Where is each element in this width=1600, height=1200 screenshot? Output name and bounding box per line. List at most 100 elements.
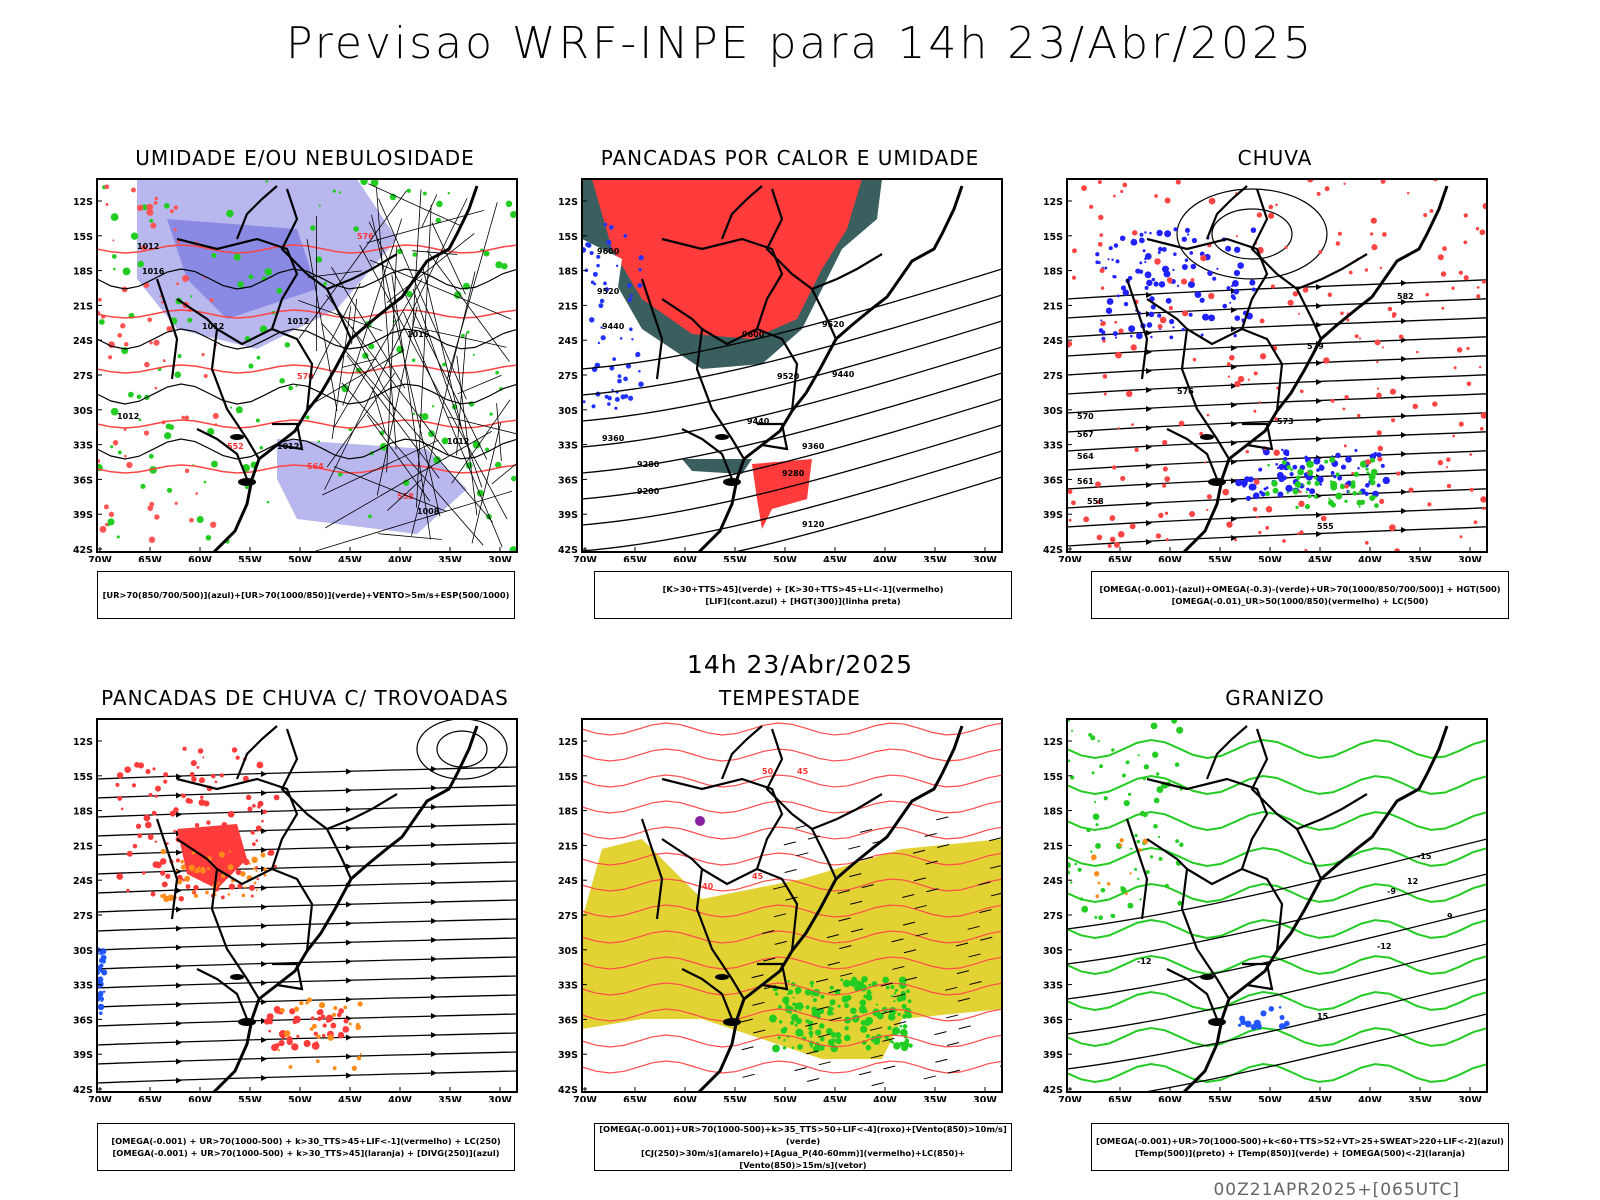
precip-area-red	[1081, 185, 1087, 192]
omega-area-green	[1374, 503, 1379, 508]
wind-vector	[955, 942, 969, 947]
storm-cell-red	[198, 860, 205, 867]
wind-vector	[870, 1054, 883, 1059]
wind-vector	[411, 189, 422, 335]
precip-area-red	[1098, 214, 1104, 221]
lat-tick-label: 27S	[558, 911, 578, 922]
wind-vector	[447, 416, 517, 435]
omega-area-blue	[1354, 448, 1358, 452]
precip-cell-red	[130, 187, 136, 193]
temp850-contour	[1134, 833, 1138, 838]
contour-label: 12	[1407, 877, 1418, 886]
water-vapor-contour	[582, 982, 1002, 996]
storm-cell-red	[225, 838, 229, 842]
lat-tick-label: 30S	[558, 946, 578, 957]
flow-arrow	[431, 823, 437, 829]
omega-area-blue	[1250, 227, 1257, 233]
thickness-contour	[97, 464, 517, 474]
state-border	[176, 838, 260, 1000]
lon-tick-label: 60W	[673, 1095, 697, 1102]
lon-tick-label: 40W	[873, 555, 897, 562]
lifted-index-contour	[614, 396, 620, 402]
lat-tick-label: 39S	[558, 510, 578, 521]
temp850-contour	[1145, 870, 1150, 875]
storm-cell-red	[317, 1009, 324, 1016]
contour-label: 564	[307, 462, 324, 471]
omega-area-blue	[1176, 284, 1180, 288]
precip-area-red	[1131, 423, 1134, 427]
omega-area-blue	[1199, 297, 1205, 303]
wind-area-green	[826, 1028, 833, 1035]
state-border	[1146, 838, 1230, 1000]
wind-vector	[893, 1021, 907, 1026]
wind-vector	[816, 1006, 830, 1011]
precip-area-red	[1318, 250, 1323, 254]
wind-area-green	[783, 1028, 786, 1031]
lifted-index-contour	[635, 354, 639, 358]
omega-area-green	[1281, 460, 1287, 465]
lagoon	[230, 974, 244, 980]
wind-vector	[752, 1001, 765, 1006]
lifted-index-contour	[614, 406, 618, 410]
wind-area-green	[868, 983, 871, 987]
flow-arrow	[431, 880, 437, 886]
omega-area-blue	[1382, 476, 1390, 485]
lon-tick-label: 65W	[623, 1095, 647, 1102]
water-vapor-contour	[582, 1008, 1002, 1022]
precip-area-red	[1159, 316, 1167, 324]
contour-label: 45	[797, 767, 809, 776]
lifted-index-contour	[638, 381, 644, 387]
storm-cell-red	[163, 779, 168, 784]
storm-cell-red	[185, 884, 191, 890]
precip-area-red	[1206, 494, 1212, 500]
lifted-index-contour	[586, 242, 592, 248]
temp850-contour	[1067, 954, 1487, 976]
lat-tick-label: 42S	[1043, 1085, 1063, 1096]
lon-tick-label: 55W	[238, 555, 262, 562]
omega-area-blue	[1283, 456, 1288, 462]
lat-tick-label: 12S	[558, 197, 578, 208]
streamline	[97, 823, 517, 837]
precip-cell-red	[161, 300, 165, 304]
omega-area-blue	[1376, 483, 1381, 488]
flow-arrow	[1146, 292, 1152, 298]
storm-cell-orange	[299, 1000, 304, 1006]
precip-area-red	[1343, 444, 1347, 448]
storm-cell-red	[135, 823, 142, 829]
lifted-index-contour	[609, 227, 612, 230]
lat-tick-label: 27S	[1043, 371, 1063, 382]
lon-tick-label: 55W	[238, 1095, 262, 1102]
lat-tick-label: 30S	[558, 406, 578, 417]
omega-area-blue	[1247, 476, 1254, 483]
precip-area-red	[1154, 258, 1161, 265]
lagoon	[723, 1018, 741, 1026]
storm-cell-red	[337, 1031, 345, 1039]
contour-label: 9520	[597, 287, 620, 296]
omega-area-blue	[1234, 315, 1241, 321]
precip-area-red	[1237, 375, 1245, 383]
temp850-contour	[1153, 797, 1160, 804]
omega-area-blue	[1319, 483, 1323, 486]
omega-area-blue	[1234, 246, 1241, 253]
contour-label: 561	[1077, 477, 1094, 486]
omega-area-blue	[1282, 449, 1290, 456]
wind-area-green	[805, 1019, 810, 1024]
wind-area-green	[908, 1043, 913, 1048]
lat-tick-label: 36S	[1043, 1015, 1063, 1026]
state-border	[681, 968, 734, 1020]
storm-cell-red	[274, 1008, 280, 1014]
streamline	[1067, 355, 1487, 376]
lat-tick-label: 30S	[1043, 406, 1063, 417]
panel-title-umidade: UMIDADE E/OU NEBULOSIDADE	[135, 146, 475, 170]
omega-area-blue	[1187, 233, 1190, 236]
precip-area-red	[1158, 512, 1164, 519]
omega-area-blue	[1158, 246, 1163, 252]
omega-area-blue	[1188, 312, 1193, 317]
instability-area-red	[592, 179, 862, 339]
precip-area-red	[1154, 194, 1158, 198]
precip-area-red	[1423, 213, 1428, 218]
wind-area-green	[890, 984, 895, 989]
wind-area-green	[892, 1031, 896, 1036]
humidity-cell-green	[353, 226, 360, 232]
precip-area-red	[1222, 488, 1230, 496]
